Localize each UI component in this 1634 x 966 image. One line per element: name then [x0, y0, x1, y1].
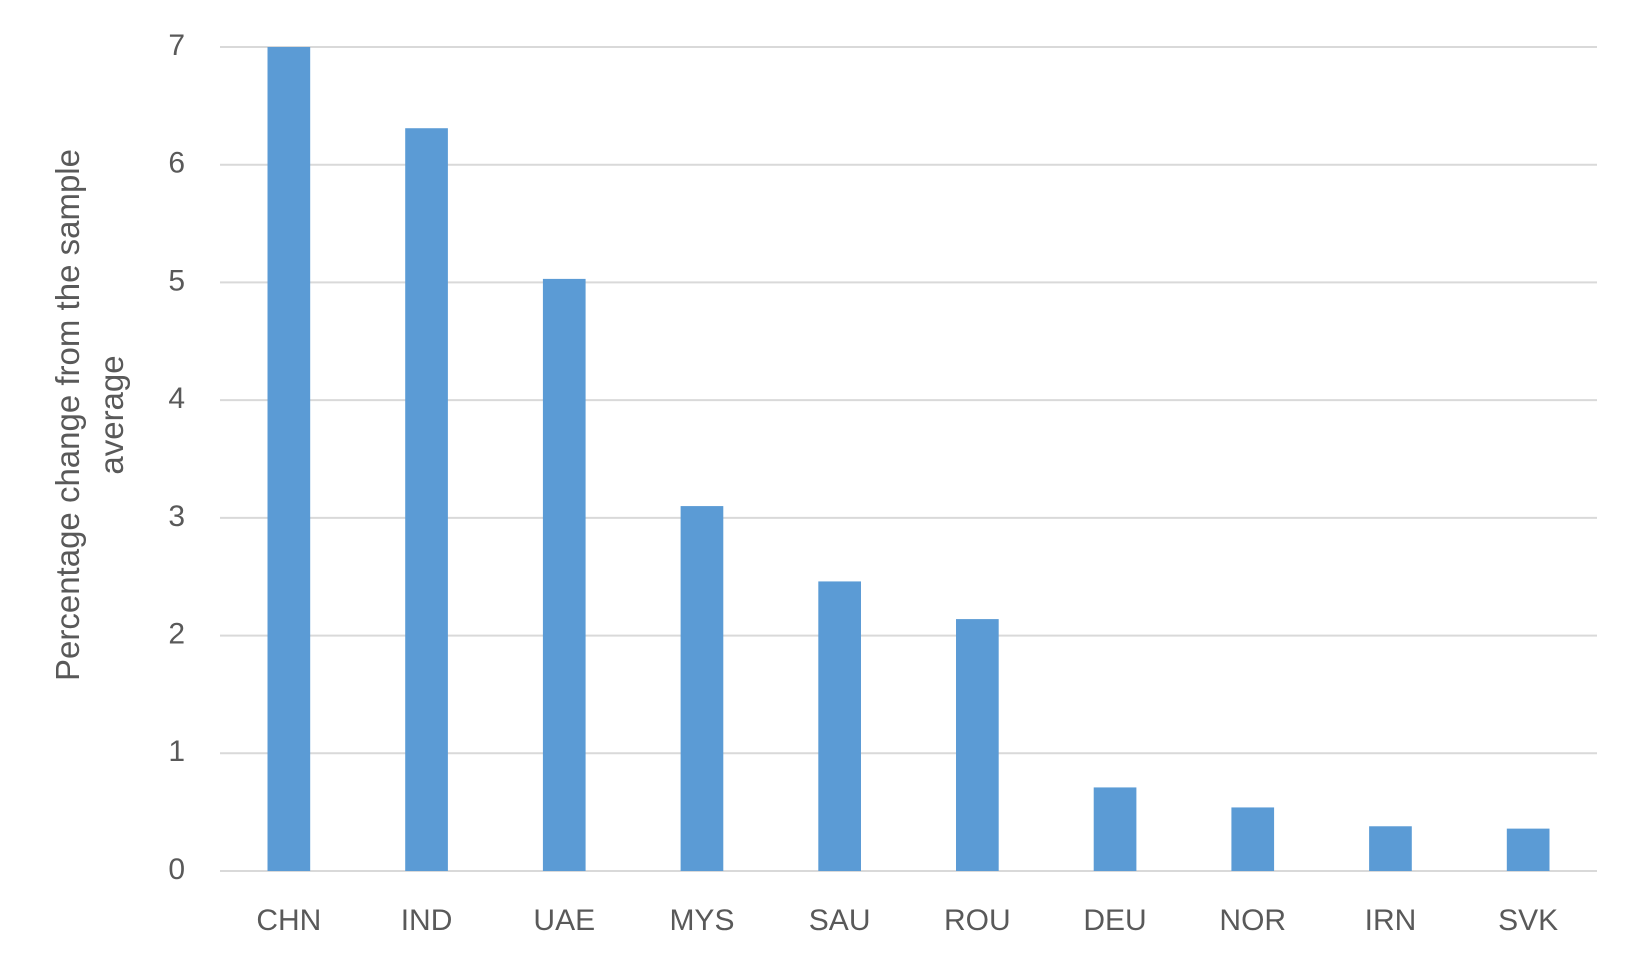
y-axis-label: Percentage change from the sample averag…: [49, 149, 130, 681]
bar: [1093, 787, 1137, 871]
x-tick-label: UAE: [533, 904, 595, 937]
x-tick-label: MYS: [669, 904, 734, 937]
x-tick-label: ROU: [944, 904, 1011, 937]
bar: [405, 128, 448, 872]
x-tick-label: IND: [401, 904, 453, 937]
y-tick-label: 1: [168, 735, 185, 768]
bar: [956, 619, 999, 871]
y-tick-label: 0: [168, 853, 185, 886]
x-tick-label: SAU: [809, 904, 871, 937]
y-tick-label: 3: [168, 500, 185, 533]
y-tick-label: 7: [168, 29, 185, 62]
bar: [1231, 807, 1275, 871]
bar: [818, 581, 861, 871]
x-tick-label: DEU: [1083, 904, 1146, 937]
bar: [1369, 826, 1412, 871]
bar: [542, 278, 586, 871]
x-tick-label: NOR: [1219, 904, 1286, 937]
y-tick-label: 2: [168, 617, 185, 650]
bar: [1506, 828, 1550, 871]
y-tick-label: 6: [168, 147, 185, 180]
y-tick-label: 4: [168, 382, 185, 415]
y-tick-label: 5: [168, 264, 185, 297]
x-tick-label: CHN: [256, 904, 321, 937]
bar: [680, 506, 724, 871]
bar: [267, 47, 311, 871]
x-tick-label: SVK: [1498, 904, 1558, 937]
x-tick-label: IRN: [1365, 904, 1417, 937]
